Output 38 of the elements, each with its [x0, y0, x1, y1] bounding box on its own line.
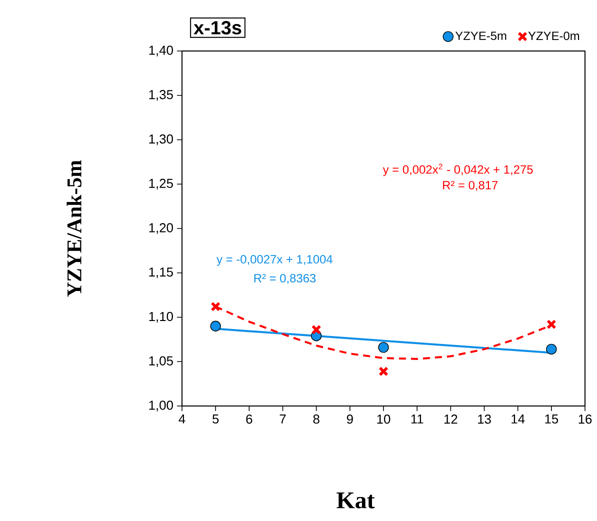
legend-label: YZYE-0m	[528, 32, 580, 40]
x-tick-label: 6	[246, 414, 252, 424]
annotation: R² = 0,8363	[254, 274, 316, 284]
x-tick-label: 13	[478, 414, 491, 424]
point	[546, 319, 556, 330]
x-tick-label: 9	[346, 414, 353, 424]
x-tick-label: 7	[280, 414, 286, 424]
x-tick-label: 10	[377, 414, 390, 424]
x-tick-label: 8	[313, 414, 320, 424]
point	[210, 302, 221, 312]
x-tick-label: 5	[212, 414, 219, 424]
annotation: y = -0,0027x + 1,1004	[216, 255, 332, 266]
y-tick-label: 1,05	[149, 356, 173, 367]
point	[546, 344, 557, 355]
x-axis-title: Kat	[336, 492, 375, 508]
point	[378, 366, 388, 376]
x-tick-label: 14	[512, 414, 525, 424]
x-tick-label: 11	[411, 414, 424, 424]
y-tick-label: 1,30	[149, 134, 173, 146]
x-tick-label: 15	[545, 414, 558, 424]
y-tick-label: 1,35	[149, 90, 173, 101]
x-tick-label: 16	[578, 414, 592, 424]
y-tick-label: 1,10	[149, 312, 173, 323]
y-tick-label: 1,25	[149, 178, 173, 190]
point	[378, 342, 389, 353]
annotation: R² = 0,817	[443, 180, 498, 191]
point	[311, 324, 322, 335]
y-tick-label: 1,15	[149, 268, 173, 278]
x-tick-label: 12	[444, 414, 458, 424]
y-tick-label: 1,20	[149, 223, 173, 234]
annotation: y = 0,002x$^{2}$ - 0,042x + 1,275	[382, 164, 533, 176]
y-axis-title: YZYE/Ank-5m	[66, 160, 82, 297]
y-tick-label: 1,00	[149, 400, 173, 412]
x-tick-label: 4	[178, 414, 186, 424]
chart-title: x-13s	[194, 21, 242, 34]
legend-label: YZYE-5m	[455, 32, 506, 40]
y-tick-label: 1,40	[149, 46, 173, 56]
point	[210, 320, 221, 332]
